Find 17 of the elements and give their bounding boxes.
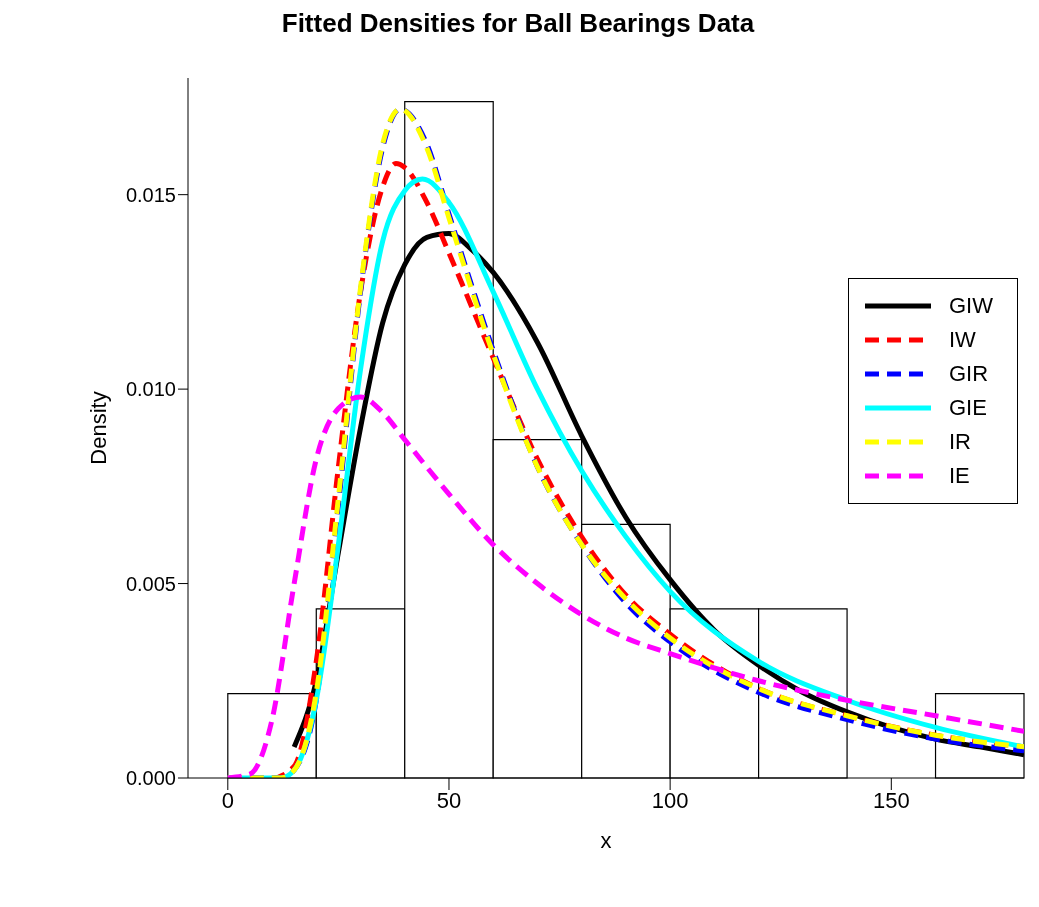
- legend-label: GIE: [949, 395, 987, 421]
- x-tick-label: 100: [651, 787, 689, 813]
- x-tick-label: 0: [221, 787, 234, 813]
- legend-label: IW: [949, 327, 976, 353]
- y-tick-label: 0.000: [125, 767, 176, 790]
- y-tick-label: 0.005: [125, 572, 176, 595]
- x-tick-label: 50: [436, 787, 462, 813]
- y-tick-label: 0.015: [125, 183, 176, 206]
- legend-label: GIW: [949, 293, 993, 319]
- y-tick-label: 0.010: [125, 378, 176, 401]
- x-axis-title: x: [600, 828, 612, 853]
- chart-title: Fitted Densities for Ball Bearings Data: [280, 8, 756, 40]
- x-tick-label: 150: [872, 787, 910, 813]
- legend-label: IR: [949, 429, 971, 455]
- legend-label: IE: [949, 463, 970, 489]
- y-axis-title: Density: [85, 391, 111, 465]
- legend-label: GIR: [949, 361, 989, 387]
